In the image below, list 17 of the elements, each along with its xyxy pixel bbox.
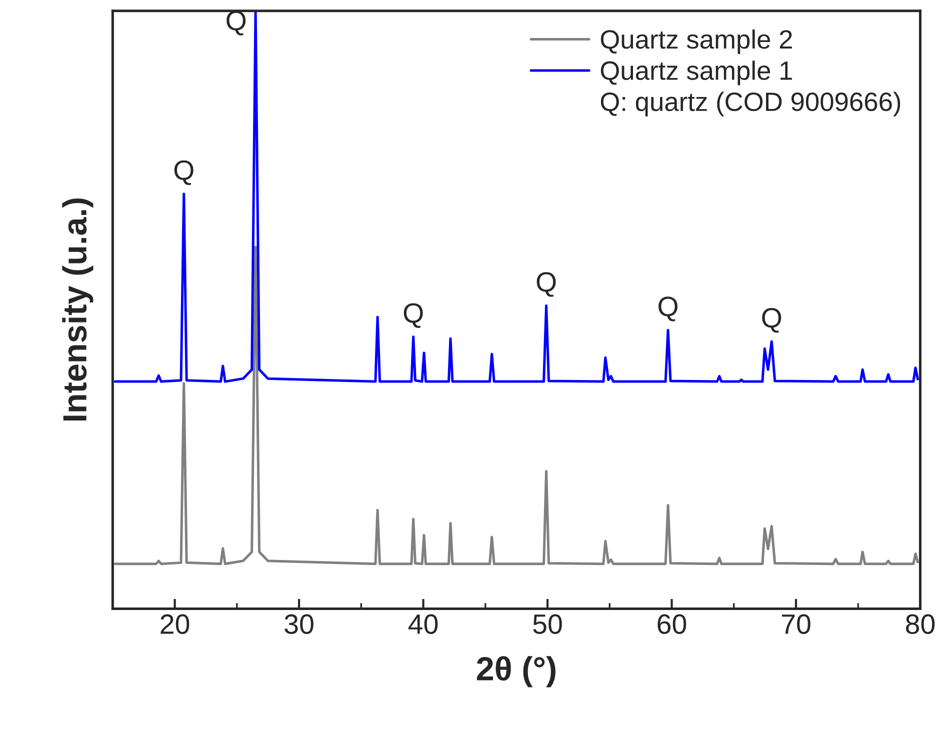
annotation: Q [174, 160, 194, 186]
x-tick-label: 50 [533, 614, 562, 634]
annotation: Q: quartz (COD 9009666) [600, 92, 900, 116]
annotation: Q [404, 303, 423, 328]
x-tick-label: 60 [658, 614, 686, 634]
x-tick-label: 40 [408, 614, 438, 634]
x-tick-label: 30 [284, 614, 314, 634]
annotation: Q [658, 296, 678, 322]
annotation: Q [536, 272, 556, 297]
x-tick-label: 20 [160, 614, 190, 634]
legend-label: Quartz sample 2 [600, 29, 792, 54]
x-axis-title: 2θ (°) [476, 656, 556, 688]
y-axis-title: Intensity (u.a.) [62, 198, 94, 421]
x-tick-label: 80 [906, 614, 935, 634]
annotation: Q [762, 308, 782, 333]
x-tick-label: 70 [782, 614, 810, 634]
legend-label: Quartz sample 1 [600, 60, 792, 86]
